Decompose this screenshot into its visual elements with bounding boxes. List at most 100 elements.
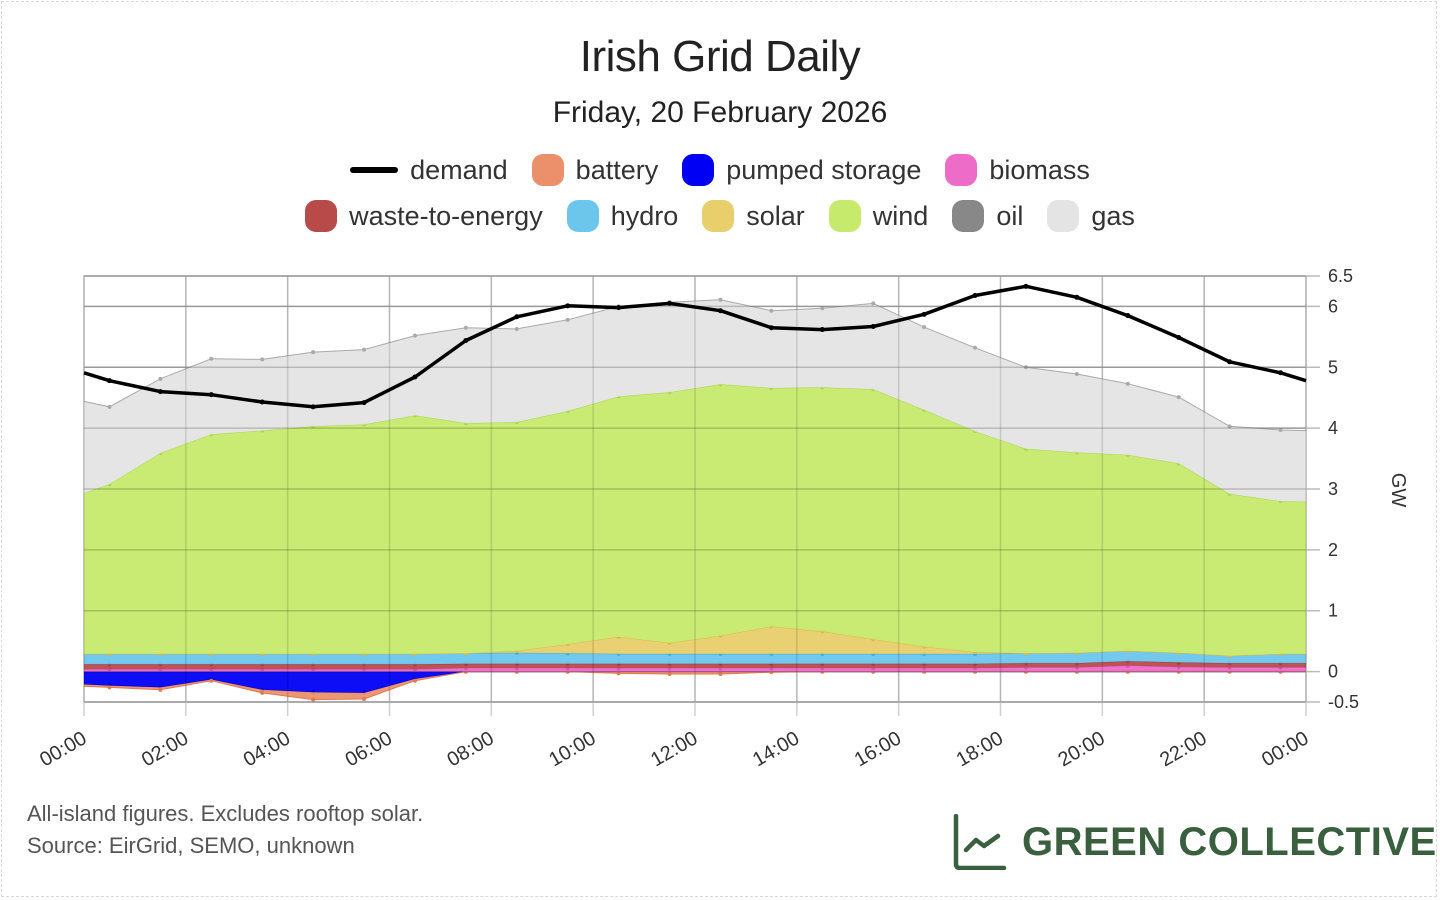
chart-title: Irish Grid Daily xyxy=(579,32,861,81)
point-battery xyxy=(362,696,367,701)
demand-point xyxy=(259,399,265,405)
legend-swatch-gas xyxy=(1047,200,1080,232)
demand-point xyxy=(310,404,316,410)
point-gas xyxy=(718,297,723,302)
point-gas xyxy=(565,317,570,322)
x-tick-label: 00:00 xyxy=(36,727,90,771)
demand-point xyxy=(768,325,774,331)
area-fill-waste-to-energy xyxy=(84,661,1306,670)
y-axis-title: GW xyxy=(1387,473,1409,508)
x-tick-label: 16:00 xyxy=(851,727,905,771)
stacked-areas xyxy=(83,275,1307,703)
demand-line xyxy=(83,284,1307,409)
point-gas xyxy=(1176,395,1181,400)
legend-swatch-battery xyxy=(531,154,564,186)
point-gas xyxy=(107,404,112,409)
point-gas xyxy=(260,357,265,362)
legend-swatch-solar xyxy=(702,200,735,232)
x-tick-label: 04:00 xyxy=(240,727,294,771)
demand-point xyxy=(208,392,214,398)
point-gas xyxy=(922,325,927,330)
point-gas xyxy=(514,326,519,331)
legend-item-demand[interactable]: demand xyxy=(350,155,508,186)
demand-point xyxy=(1023,283,1029,289)
x-tick-label: 14:00 xyxy=(749,727,803,771)
y-tick-label: 4 xyxy=(1328,418,1338,438)
legend-label-solar: solar xyxy=(746,200,805,231)
point-battery xyxy=(667,672,672,677)
legend-item-wind[interactable]: wind xyxy=(828,200,928,232)
point-gas xyxy=(769,308,774,313)
legend-label-waste-to-energy: waste-to-energy xyxy=(349,200,543,231)
demand-point xyxy=(157,389,163,395)
chart-trend-icon xyxy=(953,814,1007,870)
point-gas xyxy=(973,345,978,350)
legend-row-2: waste-to-energy hydro solar wind oil gas xyxy=(0,200,1440,232)
brand-name: GREEN COLLECTIVE xyxy=(1022,819,1437,864)
legend-label-battery: battery xyxy=(575,154,659,185)
point-gas xyxy=(158,376,163,381)
area-fill-gas xyxy=(84,299,1306,502)
demand-point xyxy=(1278,370,1284,376)
legend-item-gas[interactable]: gas xyxy=(1047,200,1135,232)
point-battery xyxy=(616,671,621,676)
brand-logo: GREEN COLLECTIVE xyxy=(952,814,1437,870)
legend-label-demand: demand xyxy=(410,154,508,185)
x-tick-label: 10:00 xyxy=(545,727,599,771)
point-gas xyxy=(412,333,417,338)
legend-item-solar[interactable]: solar xyxy=(702,200,805,232)
legend-swatch-demand xyxy=(350,167,399,173)
point-gas xyxy=(209,356,214,361)
y-tick-label: 0 xyxy=(1328,662,1338,682)
point-battery xyxy=(718,672,723,677)
area-fill-solar xyxy=(84,626,1306,656)
legend-label-oil: oil xyxy=(996,200,1024,231)
point-gas xyxy=(362,347,367,352)
demand-point xyxy=(717,308,723,314)
demand-point xyxy=(1074,294,1080,300)
legend-swatch-hydro xyxy=(566,200,599,232)
legend-item-waste-to-energy[interactable]: waste-to-energy xyxy=(305,200,543,232)
y-tick-label: 5 xyxy=(1328,357,1338,377)
y-tick-label: 2 xyxy=(1328,540,1338,560)
point-battery xyxy=(209,678,214,683)
x-tick-label: 02:00 xyxy=(138,727,192,771)
x-tick-label: 18:00 xyxy=(953,727,1007,771)
legend-item-oil[interactable]: oil xyxy=(952,200,1023,232)
y-tick-label: 1 xyxy=(1328,601,1338,621)
demand-point xyxy=(514,314,520,320)
area-fill-pumped-storage xyxy=(84,671,1306,693)
footnote-source: Source: EirGrid, SEMO, unknown xyxy=(27,833,355,858)
demand-point xyxy=(616,305,622,311)
demand-point xyxy=(565,303,571,309)
demand-point xyxy=(412,374,418,380)
x-tick-label: 22:00 xyxy=(1156,727,1210,771)
demand-series xyxy=(83,283,1307,410)
x-tick-label: 08:00 xyxy=(443,727,497,771)
x-tick-label: 20:00 xyxy=(1054,727,1108,771)
y-tick-label: 6 xyxy=(1328,296,1338,316)
demand-point xyxy=(361,400,367,406)
y-tick-label: 3 xyxy=(1328,479,1338,499)
legend-label-gas: gas xyxy=(1091,200,1135,231)
point-battery xyxy=(412,678,417,683)
point-gas xyxy=(311,350,316,355)
legend-item-battery[interactable]: battery xyxy=(531,154,659,186)
demand-point xyxy=(1125,313,1131,319)
legend-swatch-oil xyxy=(952,200,985,232)
point-gas xyxy=(463,325,468,330)
point-gas xyxy=(820,306,825,311)
legend-item-biomass[interactable]: biomass xyxy=(945,154,1090,186)
legend-swatch-waste-to-energy xyxy=(305,200,338,232)
legend-item-pumped-storage[interactable]: pumped storage xyxy=(682,154,921,186)
demand-point xyxy=(819,327,825,333)
legend-item-hydro[interactable]: hydro xyxy=(566,200,678,232)
demand-point xyxy=(1227,359,1233,365)
legend-label-biomass: biomass xyxy=(989,154,1090,185)
point-gas xyxy=(1227,424,1232,429)
demand-point xyxy=(972,292,978,298)
point-gas xyxy=(1278,427,1283,432)
area-fill-biomass xyxy=(84,665,1306,672)
point-gas xyxy=(1074,371,1079,376)
